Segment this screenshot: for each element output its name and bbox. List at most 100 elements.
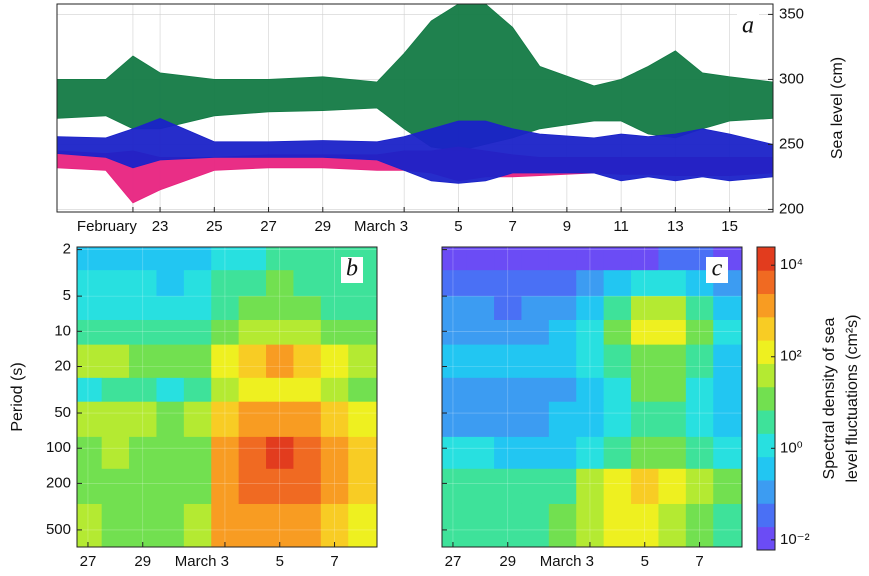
heatmap-cell	[576, 377, 605, 403]
heatmap-cell	[101, 436, 130, 470]
heatmap-cell	[101, 319, 130, 346]
heatmap-cell	[442, 468, 468, 505]
y-tick-label: 10	[54, 322, 71, 339]
heatmap-cell	[77, 319, 103, 346]
y-tick-label: 200	[779, 200, 804, 217]
x-tick-label: March 3	[540, 553, 594, 570]
heatmap-cell	[266, 319, 294, 346]
heatmap-cell	[521, 503, 550, 547]
heatmap-cell	[77, 436, 103, 470]
heatmap-cell	[101, 503, 130, 547]
heatmap-cell	[685, 377, 714, 403]
heatmap-cell	[293, 270, 322, 297]
heatmap-cell	[238, 503, 267, 547]
y-tick-label: 20	[54, 357, 71, 374]
heatmap-cell	[183, 436, 212, 470]
heatmap-cell	[320, 344, 349, 379]
x-tick-label: 27	[80, 553, 97, 570]
heatmap-cell	[576, 436, 605, 470]
heatmap-cell	[603, 468, 632, 505]
heatmap-cell	[494, 344, 522, 379]
heatmap-cell	[129, 401, 157, 438]
heatmap-cell	[129, 468, 157, 505]
heatmap-cell	[156, 270, 185, 297]
heatmap-cell	[266, 436, 294, 470]
heatmap-cell	[183, 503, 212, 547]
colorbar-tick-label: 10⁻²	[780, 531, 810, 548]
heatmap-cell	[183, 344, 212, 379]
heatmap-cell	[494, 270, 522, 297]
heatmap-cell	[466, 503, 495, 547]
heatmap-cell	[238, 319, 267, 346]
y-tick-label: 200	[46, 474, 71, 491]
heatmap-cell	[238, 436, 267, 470]
x-tick-label: 5	[641, 553, 649, 570]
heatmap-cell	[494, 247, 522, 271]
heatmap-cell	[183, 468, 212, 505]
heatmap-cell	[238, 344, 267, 379]
x-tick-label: 5	[454, 218, 462, 235]
heatmap-cell	[129, 436, 157, 470]
heatmap-cell	[266, 270, 294, 297]
heatmap-cell	[211, 319, 240, 346]
heatmap-cell	[348, 377, 377, 403]
heatmap-cell	[713, 319, 742, 346]
heatmap-cell	[685, 401, 714, 438]
heatmap-cell	[101, 377, 130, 403]
heatmap-cell	[466, 401, 495, 438]
heatmap-cell	[211, 503, 240, 547]
heatmap-cell	[101, 296, 130, 321]
heatmap-cell	[129, 270, 157, 297]
heatmap-cell	[631, 377, 659, 403]
heatmap-cell	[494, 401, 522, 438]
x-tick-label: March 3	[354, 218, 408, 235]
heatmap-cell	[238, 296, 267, 321]
heatmap-cell	[442, 319, 468, 346]
heatmap-cell	[685, 319, 714, 346]
heatmap-cell	[77, 401, 103, 438]
heatmap-cell	[156, 468, 185, 505]
y-tick-label: 250	[779, 135, 804, 152]
heatmap-cell	[685, 296, 714, 321]
plot-frame	[76, 246, 378, 548]
heatmap-cell	[156, 503, 185, 547]
heatmap-cell	[521, 247, 550, 271]
heatmap-cell	[713, 468, 742, 505]
heatmap-cell	[521, 270, 550, 297]
heatmap-cell	[603, 296, 632, 321]
x-tick-label: 27	[260, 218, 277, 235]
heatmap-cell	[494, 296, 522, 321]
heatmap-cell	[320, 377, 349, 403]
heatmap-cell	[156, 377, 185, 403]
heatmap-cell	[658, 468, 687, 505]
heatmap-cell	[211, 401, 240, 438]
heatmap-cell	[658, 319, 687, 346]
colorbar-tick-label: 10⁴	[780, 256, 803, 273]
heatmap-cell	[494, 319, 522, 346]
colorbar-swatch	[757, 340, 775, 364]
heatmap-cell	[685, 436, 714, 470]
heatmap-cell	[466, 296, 495, 321]
heatmap-cell	[548, 401, 577, 438]
colorbar-swatch	[757, 293, 775, 318]
heatmap-cell	[211, 436, 240, 470]
heatmap-cell	[548, 319, 577, 346]
heatmap-cell	[576, 401, 605, 438]
heatmap-cell	[603, 377, 632, 403]
heatmap-cell	[266, 377, 294, 403]
x-tick-label: 5	[276, 553, 284, 570]
heatmap-cell	[631, 247, 659, 271]
heatmap-cell	[685, 344, 714, 379]
heatmap-cell	[658, 377, 687, 403]
x-tick-label: March 3	[175, 553, 229, 570]
heatmap-cell	[183, 247, 212, 271]
heatmap-cell	[658, 247, 687, 271]
colorbar-swatch	[757, 526, 775, 551]
heatmap-cell	[211, 344, 240, 379]
heatmap-cell	[603, 436, 632, 470]
heatmap-cell	[442, 503, 468, 547]
heatmap-cell	[348, 436, 377, 470]
x-tick-label: 11	[613, 218, 629, 235]
heatmap-cell	[658, 503, 687, 547]
heatmap-cell	[466, 377, 495, 403]
